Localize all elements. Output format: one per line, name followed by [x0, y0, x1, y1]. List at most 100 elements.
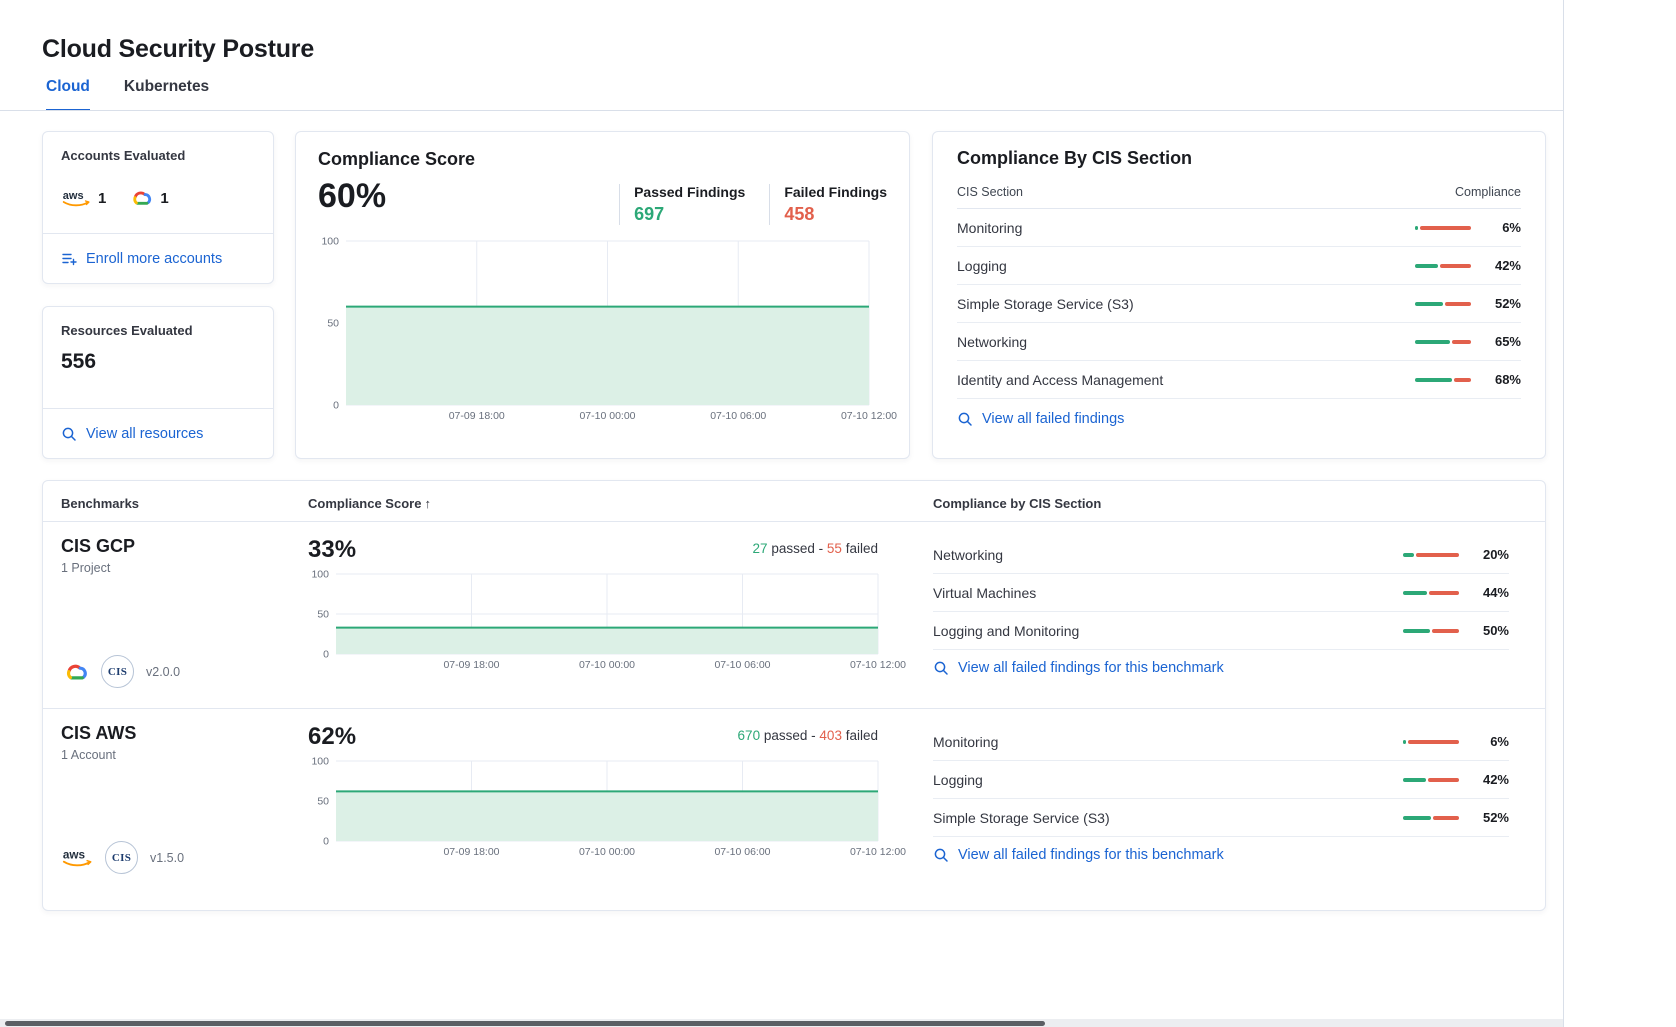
- svg-text:aws: aws: [63, 190, 84, 202]
- benchmark-passed-failed: 670 passed - 403 failed: [737, 728, 878, 743]
- benchmarks-column-header: Benchmarks: [61, 496, 140, 511]
- passed-bar-segment: [1403, 739, 1407, 744]
- cis-section-name: Logging and Monitoring: [933, 622, 1080, 639]
- horizontal-scrollbar-thumb[interactable]: [5, 1020, 1045, 1026]
- cis-table-header: CIS Section Compliance: [957, 185, 1521, 209]
- gcp-icon: [61, 661, 89, 683]
- cis-section-row: Virtual Machines 44%: [933, 574, 1509, 612]
- svg-text:0: 0: [323, 836, 329, 848]
- compliance-score-column-header[interactable]: Compliance Score ↑: [308, 496, 431, 511]
- compliance-score-card: Compliance Score 60% Passed Findings 697…: [295, 131, 910, 459]
- benchmark-name: CIS AWS: [61, 723, 137, 743]
- svg-text:07-10 06:00: 07-10 06:00: [710, 410, 766, 422]
- compliance-ratio-bar: [1403, 777, 1459, 782]
- benchmark-row-cis-gcp: CIS GCP 1 Project CIS v2.0.0 33%: [43, 522, 1545, 708]
- failed-findings-value: 458: [784, 204, 815, 224]
- cis-section-row: Simple Storage Service (S3) 52%: [957, 285, 1521, 323]
- cis-aws-sections-table: Monitoring 6% Logging 42% Simple Storage Ser…: [933, 723, 1529, 837]
- view-all-resources-label: View all resources: [86, 425, 204, 442]
- cis-section-name: Networking: [957, 333, 1028, 350]
- card-divider: [43, 408, 273, 409]
- view-failed-findings-benchmark-label: View all failed findings for this benchm…: [958, 660, 1224, 676]
- compliance-percent: 20%: [1482, 547, 1509, 562]
- compliance-percent: 6%: [1502, 220, 1521, 235]
- compliance-by-cis-section-card: Compliance By CIS Section CIS Section Co…: [932, 131, 1546, 459]
- svg-text:07-10 00:00: 07-10 00:00: [579, 846, 635, 858]
- compliance-ratio-bar: [1415, 263, 1471, 268]
- cis-section-row: Logging 42%: [933, 761, 1509, 799]
- cis-section-row: Simple Storage Service (S3) 52%: [933, 799, 1509, 837]
- compliance-percent: 52%: [1494, 296, 1521, 311]
- cis-gcp-trend-chart: 0 50 100 07-09 18:00 07-10 00:00 07-10 06:00 0…: [308, 569, 908, 672]
- failed-bar-segment: [1445, 301, 1471, 306]
- svg-text:aws: aws: [63, 848, 86, 861]
- search-icon: [61, 426, 77, 442]
- resources-evaluated-title: Resources Evaluated: [61, 323, 193, 338]
- svg-text:50: 50: [317, 796, 329, 808]
- compliance-percent: 50%: [1482, 623, 1509, 638]
- compliance-ratio-bar: [1403, 628, 1459, 633]
- findings-stats: Passed Findings 697 Failed Findings 458: [619, 184, 887, 225]
- benchmark-version: v1.5.0: [150, 850, 185, 865]
- compliance-ratio-bar: [1403, 739, 1459, 744]
- gcp-account-count: 1: [160, 189, 169, 207]
- accounts-evaluated-card: Accounts Evaluated aws 1 1: [42, 131, 274, 284]
- passed-bar-segment: [1415, 377, 1452, 382]
- horizontal-scrollbar[interactable]: [0, 1019, 1563, 1027]
- failed-bar-segment: [1420, 225, 1471, 230]
- compliance-column-header: Compliance: [1454, 185, 1521, 199]
- passed-bar-segment: [1415, 301, 1444, 306]
- svg-text:0: 0: [323, 649, 329, 661]
- compliance-percent: 6%: [1490, 734, 1509, 749]
- cis-section-row: Monitoring 6%: [933, 723, 1509, 761]
- passed-findings-value: 697: [634, 204, 665, 224]
- compliance-percent: 44%: [1482, 585, 1509, 600]
- svg-text:0: 0: [333, 400, 339, 412]
- search-icon: [933, 847, 949, 863]
- compliance-by-cis-column-header: Compliance by CIS Section: [933, 496, 1102, 511]
- cis-benchmark-icon: CIS: [105, 841, 138, 874]
- benchmark-subtitle: 1 Account: [61, 748, 116, 762]
- failed-findings-label: Failed Findings: [784, 184, 887, 200]
- svg-text:50: 50: [317, 609, 329, 621]
- passed-bar-segment: [1403, 815, 1432, 820]
- svg-text:100: 100: [311, 569, 329, 581]
- cis-section-row: Networking 65%: [957, 323, 1521, 361]
- compliance-score-header: Compliance Score 60% Passed Findings 697…: [318, 149, 887, 225]
- sort-ascending-icon: ↑: [424, 496, 431, 511]
- compliance-percent: 42%: [1482, 772, 1509, 787]
- benchmarks-card: Benchmarks Compliance Score ↑ Compliance …: [42, 480, 1546, 911]
- svg-text:07-10 00:00: 07-10 00:00: [579, 410, 635, 422]
- cis-gcp-sections-table: Networking 20% Virtual Machines 44% Logging …: [933, 536, 1529, 650]
- view-all-resources-link[interactable]: View all resources: [43, 409, 273, 458]
- benchmark-passed-failed: 27 passed - 55 failed: [752, 541, 878, 556]
- compliance-score-title: Compliance Score: [318, 149, 476, 169]
- cis-section-name: Simple Storage Service (S3): [933, 809, 1110, 826]
- tab-kubernetes[interactable]: Kubernetes: [123, 78, 210, 95]
- benchmark-score: 33%: [308, 536, 357, 563]
- search-icon: [957, 411, 973, 427]
- search-icon: [933, 660, 949, 676]
- failed-bar-segment: [1453, 377, 1471, 382]
- benchmark-subtitle: 1 Project: [61, 561, 111, 575]
- view-failed-findings-benchmark-link[interactable]: View all failed findings for this benchm…: [933, 660, 1529, 676]
- passed-bar-segment: [1403, 552, 1414, 557]
- compliance-ratio-bar: [1415, 377, 1471, 382]
- benchmark-name: CIS GCP: [61, 536, 136, 556]
- view-all-failed-findings-link[interactable]: View all failed findings: [957, 411, 1521, 427]
- enroll-more-accounts-link[interactable]: Enroll more accounts: [43, 234, 273, 283]
- compliance-ratio-bar: [1415, 225, 1471, 230]
- resources-count: 556: [61, 350, 97, 373]
- passed-bar-segment: [1403, 628, 1430, 633]
- cis-section-row: Logging and Monitoring 50%: [933, 612, 1509, 650]
- compliance-ratio-bar: [1403, 552, 1459, 557]
- passed-findings-label: Passed Findings: [634, 184, 746, 200]
- tabs: Cloud Kubernetes: [46, 78, 209, 111]
- window-edge-line: [1563, 0, 1564, 1027]
- cis-section-name: Networking: [933, 546, 1004, 563]
- cis-benchmark-icon: CIS: [101, 655, 134, 688]
- cis-card-title: Compliance By CIS Section: [957, 148, 1193, 168]
- view-failed-findings-benchmark-link[interactable]: View all failed findings for this benchm…: [933, 847, 1529, 863]
- tab-cloud[interactable]: Cloud: [46, 78, 90, 111]
- failed-bar-segment: [1452, 339, 1471, 344]
